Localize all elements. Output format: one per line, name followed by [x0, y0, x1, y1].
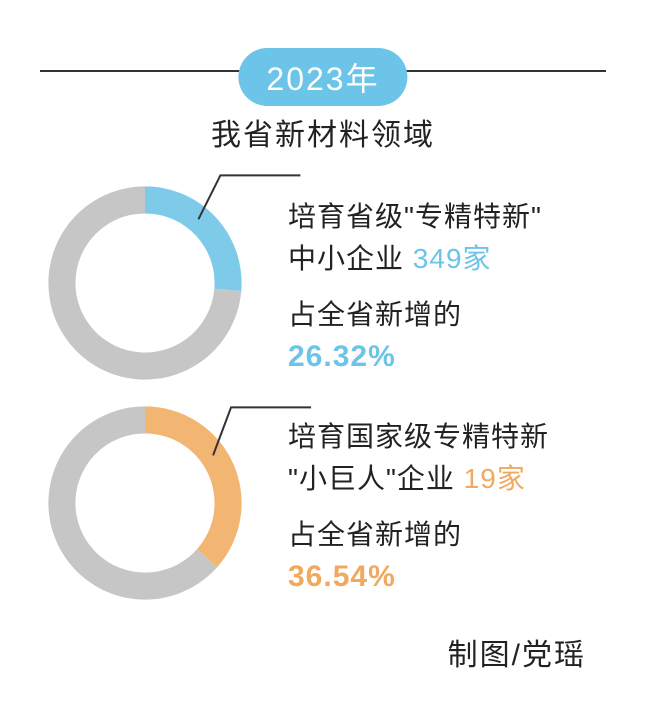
stat2-line3: 占全省新增的: [288, 514, 549, 556]
credit: 制图/党瑶: [448, 630, 586, 674]
donut-chart-2: [40, 398, 250, 608]
stat2-count: 19: [464, 463, 497, 494]
stat2-percent: 36.54%: [288, 560, 549, 594]
stat1-percent: 26.32%: [288, 340, 542, 374]
stat1-line1: 培育省级"专精特新": [288, 196, 542, 238]
stat-row-2: 培育国家级专精特新 "小巨人"企业 19家 占全省新增的 36.54%: [0, 398, 646, 608]
stat2-line2: "小巨人"企业 19家: [288, 458, 549, 500]
subtitle: 我省新材料领域: [0, 110, 646, 154]
stat-row-1: 培育省级"专精特新" 中小企业 349家 占全省新增的 26.32%: [0, 178, 646, 388]
donut-chart-1: [40, 178, 250, 388]
stat2-line1: 培育国家级专精特新: [288, 416, 549, 458]
stat1-line3: 占全省新增的: [288, 294, 542, 336]
stat-text-2: 培育国家级专精特新 "小巨人"企业 19家 占全省新增的 36.54%: [288, 398, 549, 594]
year-pill: 2023年: [238, 48, 407, 106]
stat-text-1: 培育省级"专精特新" 中小企业 349家 占全省新增的 26.32%: [288, 178, 542, 374]
stat1-line2: 中小企业 349家: [288, 238, 542, 280]
stat1-count: 349: [413, 243, 463, 274]
